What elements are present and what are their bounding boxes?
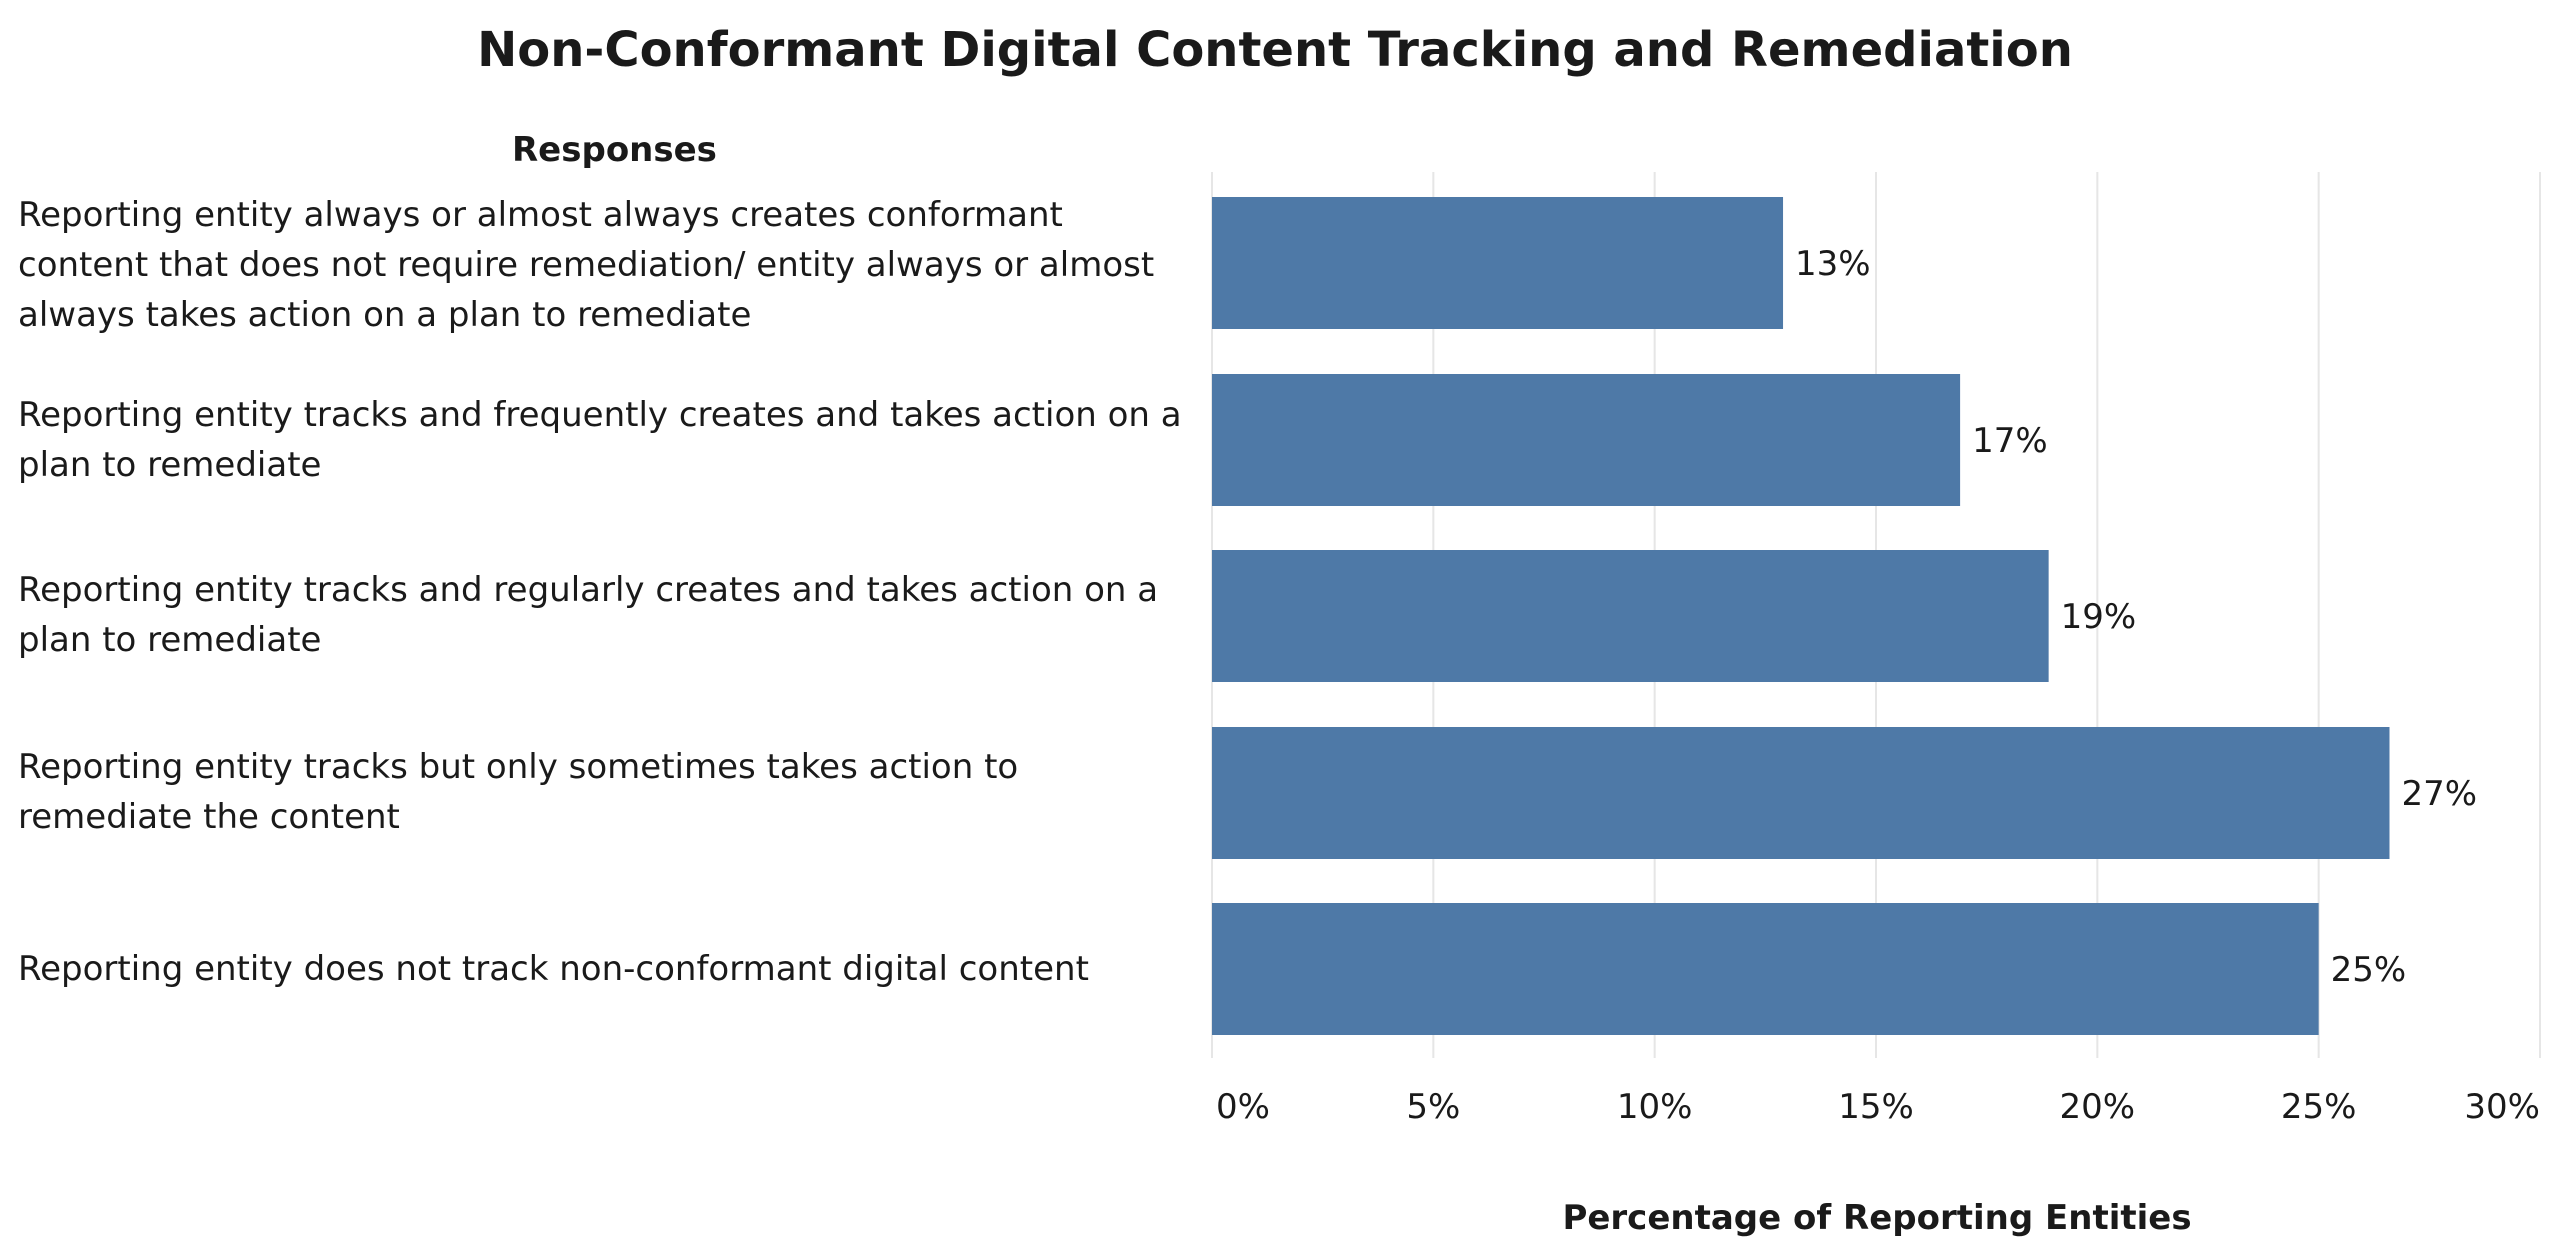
category-label-5: Reporting entity does not track non-conf… — [18, 949, 1089, 989]
row-header: Responses — [512, 130, 717, 170]
chart-title: Non-Conformant Digital Content Tracking … — [477, 22, 2073, 78]
category-label-1: Reporting entity always or almost always… — [18, 195, 1155, 335]
x-axis-title: Percentage of Reporting Entities — [1562, 1198, 2192, 1238]
category-label-4: Reporting entity tracks but only sometim… — [18, 747, 1019, 837]
data-label-5: 25% — [2331, 950, 2407, 990]
x-tick-label-20: 20% — [2060, 1087, 2136, 1127]
x-tick-label-10: 10% — [1617, 1087, 1693, 1127]
category-label-3: Reporting entity tracks and regularly cr… — [18, 570, 1159, 660]
x-tick-label-5: 5% — [1406, 1087, 1460, 1127]
bar-1 — [1212, 197, 1784, 329]
x-tick-label-0: 0% — [1216, 1087, 1270, 1127]
bar-4 — [1212, 727, 2390, 859]
bar-5 — [1212, 903, 2319, 1035]
data-label-3: 19% — [2061, 597, 2137, 637]
data-label-2: 17% — [1972, 421, 2048, 461]
x-tick-label-30: 30% — [2464, 1087, 2540, 1127]
x-tick-label-25: 25% — [2281, 1087, 2357, 1127]
bar-2 — [1212, 374, 1961, 506]
x-tick-label-15: 15% — [1838, 1087, 1914, 1127]
bar-3 — [1212, 550, 2049, 682]
category-label-2: Reporting entity tracks and frequently c… — [18, 395, 1182, 485]
data-label-1: 13% — [1795, 244, 1871, 284]
data-label-4: 27% — [2401, 774, 2477, 814]
